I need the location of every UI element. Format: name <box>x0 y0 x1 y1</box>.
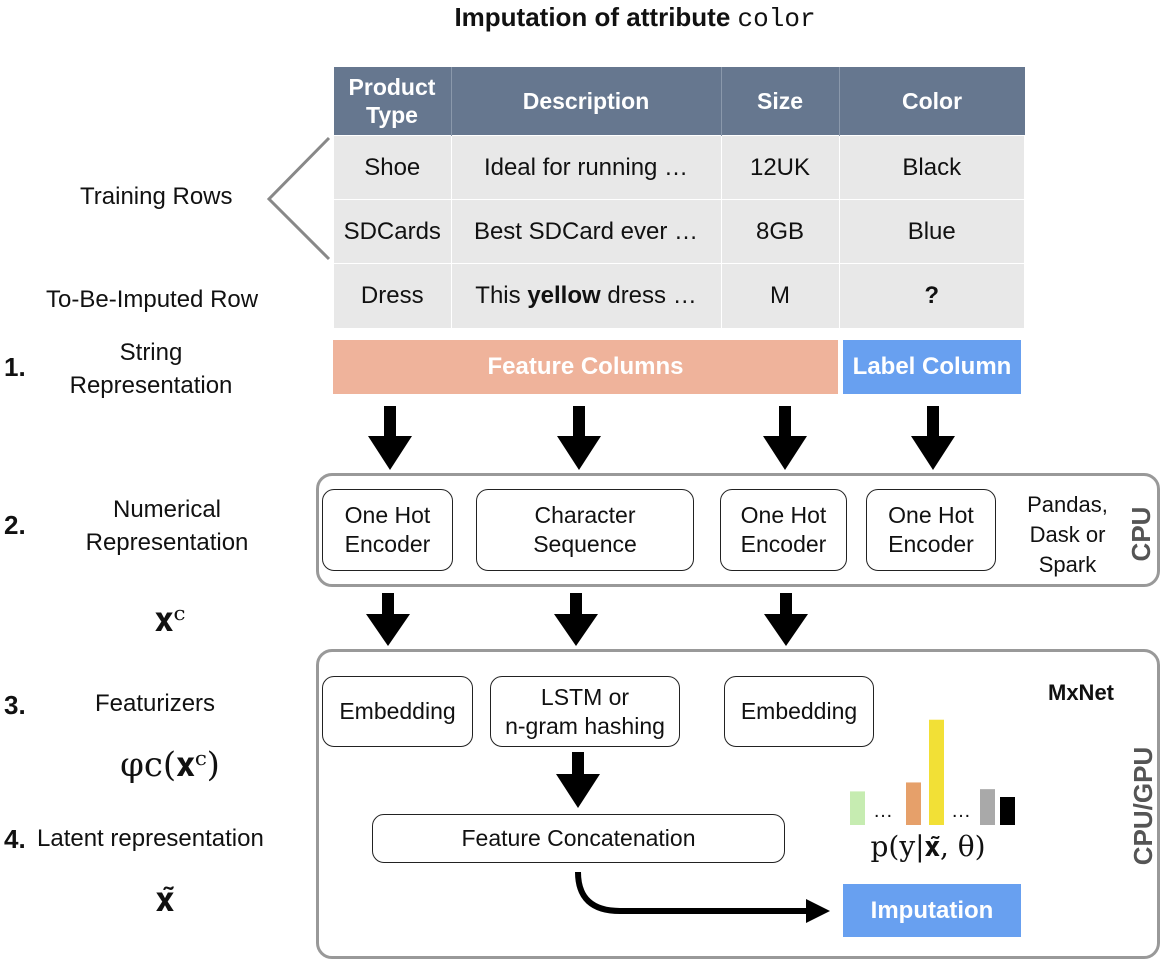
step-label-3: Featurizers <box>95 690 216 717</box>
math-xc: 𝐱ᶜ <box>154 600 186 640</box>
step-label-4: Latent representation <box>37 825 264 852</box>
table-row: Dress This yellow dress … M ? <box>333 263 1025 329</box>
ellipsis-left: … <box>873 800 893 822</box>
curved-arrow-icon <box>575 871 808 914</box>
header-description: Description <box>451 67 722 136</box>
header-product-type: Product Type <box>333 67 452 136</box>
gpu-group <box>316 649 1160 959</box>
step-number-2: 2. <box>4 510 26 540</box>
histogram-bar <box>980 789 995 825</box>
title-attribute: color <box>737 4 816 34</box>
step-number-3: 3. <box>4 690 26 720</box>
cell-type: SDCards <box>333 199 452 264</box>
label-column-bar: Label Column <box>843 340 1021 394</box>
probability-histogram <box>850 719 1015 825</box>
histogram-bar <box>1000 797 1015 825</box>
step-number-4: 4. <box>4 824 26 854</box>
to-be-imputed-label: To-Be-Imputed Row <box>46 286 259 313</box>
highlighted-word: yellow <box>527 282 601 309</box>
histogram-bar <box>906 782 921 825</box>
title-prefix: Imputation of attribute <box>454 2 731 32</box>
embedding-box: Embedding <box>724 676 874 747</box>
cpu-group <box>316 473 1160 587</box>
cell-size: M <box>720 263 840 329</box>
histogram-bar <box>929 719 944 825</box>
mxnet-label: MxNet <box>1048 680 1115 705</box>
histogram-bar <box>850 791 865 825</box>
math-xtilde: 𝐱̃ <box>155 880 175 920</box>
product-table: Product Type Description Size Color Shoe… <box>333 67 1025 329</box>
training-rows-label: Training Rows <box>80 183 233 210</box>
diagram-title: Imputation of attribute color <box>0 2 1165 34</box>
arrow-down-icon <box>366 593 410 646</box>
embedding-box: Embedding <box>322 676 473 747</box>
character-sequence-box: Character Sequence <box>476 489 694 571</box>
arrow-down-icon <box>911 406 955 470</box>
arrow-down-icon <box>368 406 412 470</box>
imputation-bar: Imputation <box>843 884 1021 937</box>
table-row: Shoe Ideal for running … 12UK Black <box>333 135 1025 200</box>
cell-size: 8GB <box>720 199 840 264</box>
cell-description: Best SDCard ever … <box>450 199 722 264</box>
step-number-1: 1. <box>4 352 26 382</box>
feature-concatenation-box: Feature Concatenation <box>372 814 785 863</box>
one-hot-encoder-box: One Hot Encoder <box>866 489 996 571</box>
arrow-down-icon <box>764 593 808 646</box>
arrow-down-icon <box>556 752 600 808</box>
cell-description-rich: This yellow dress … <box>450 263 722 329</box>
pandas-dask-spark-note: Pandas, Dask or Spark <box>1027 492 1108 577</box>
header-color: Color <box>839 67 1025 136</box>
one-hot-encoder-box: One Hot Encoder <box>720 489 847 571</box>
lstm-ngram-box: LSTM or n-gram hashing <box>490 676 680 747</box>
arrow-down-icon <box>554 593 598 646</box>
step-label-1: String Representation <box>69 339 233 399</box>
arrow-down-icon <box>763 406 807 470</box>
ellipsis-right: … <box>951 800 971 822</box>
step-label-2: Numerical Representation <box>85 496 249 556</box>
cell-type: Dress <box>333 263 452 329</box>
training-rows-bracket <box>266 136 331 261</box>
math-phi: φc(𝐱ᶜ) <box>120 745 220 785</box>
header-size: Size <box>721 67 840 136</box>
cell-color-unknown: ? <box>838 263 1025 329</box>
one-hot-encoder-box: One Hot Encoder <box>322 489 453 571</box>
arrow-head-icon <box>806 899 830 923</box>
cell-description: Ideal for running … <box>450 135 722 200</box>
arrow-down-icon <box>557 406 601 470</box>
cell-size: 12UK <box>720 135 840 200</box>
cell-color: Black <box>838 135 1025 200</box>
prob-label: p(y|𝐱̃, θ) <box>870 830 986 863</box>
feature-columns-bar: Feature Columns <box>333 340 838 394</box>
